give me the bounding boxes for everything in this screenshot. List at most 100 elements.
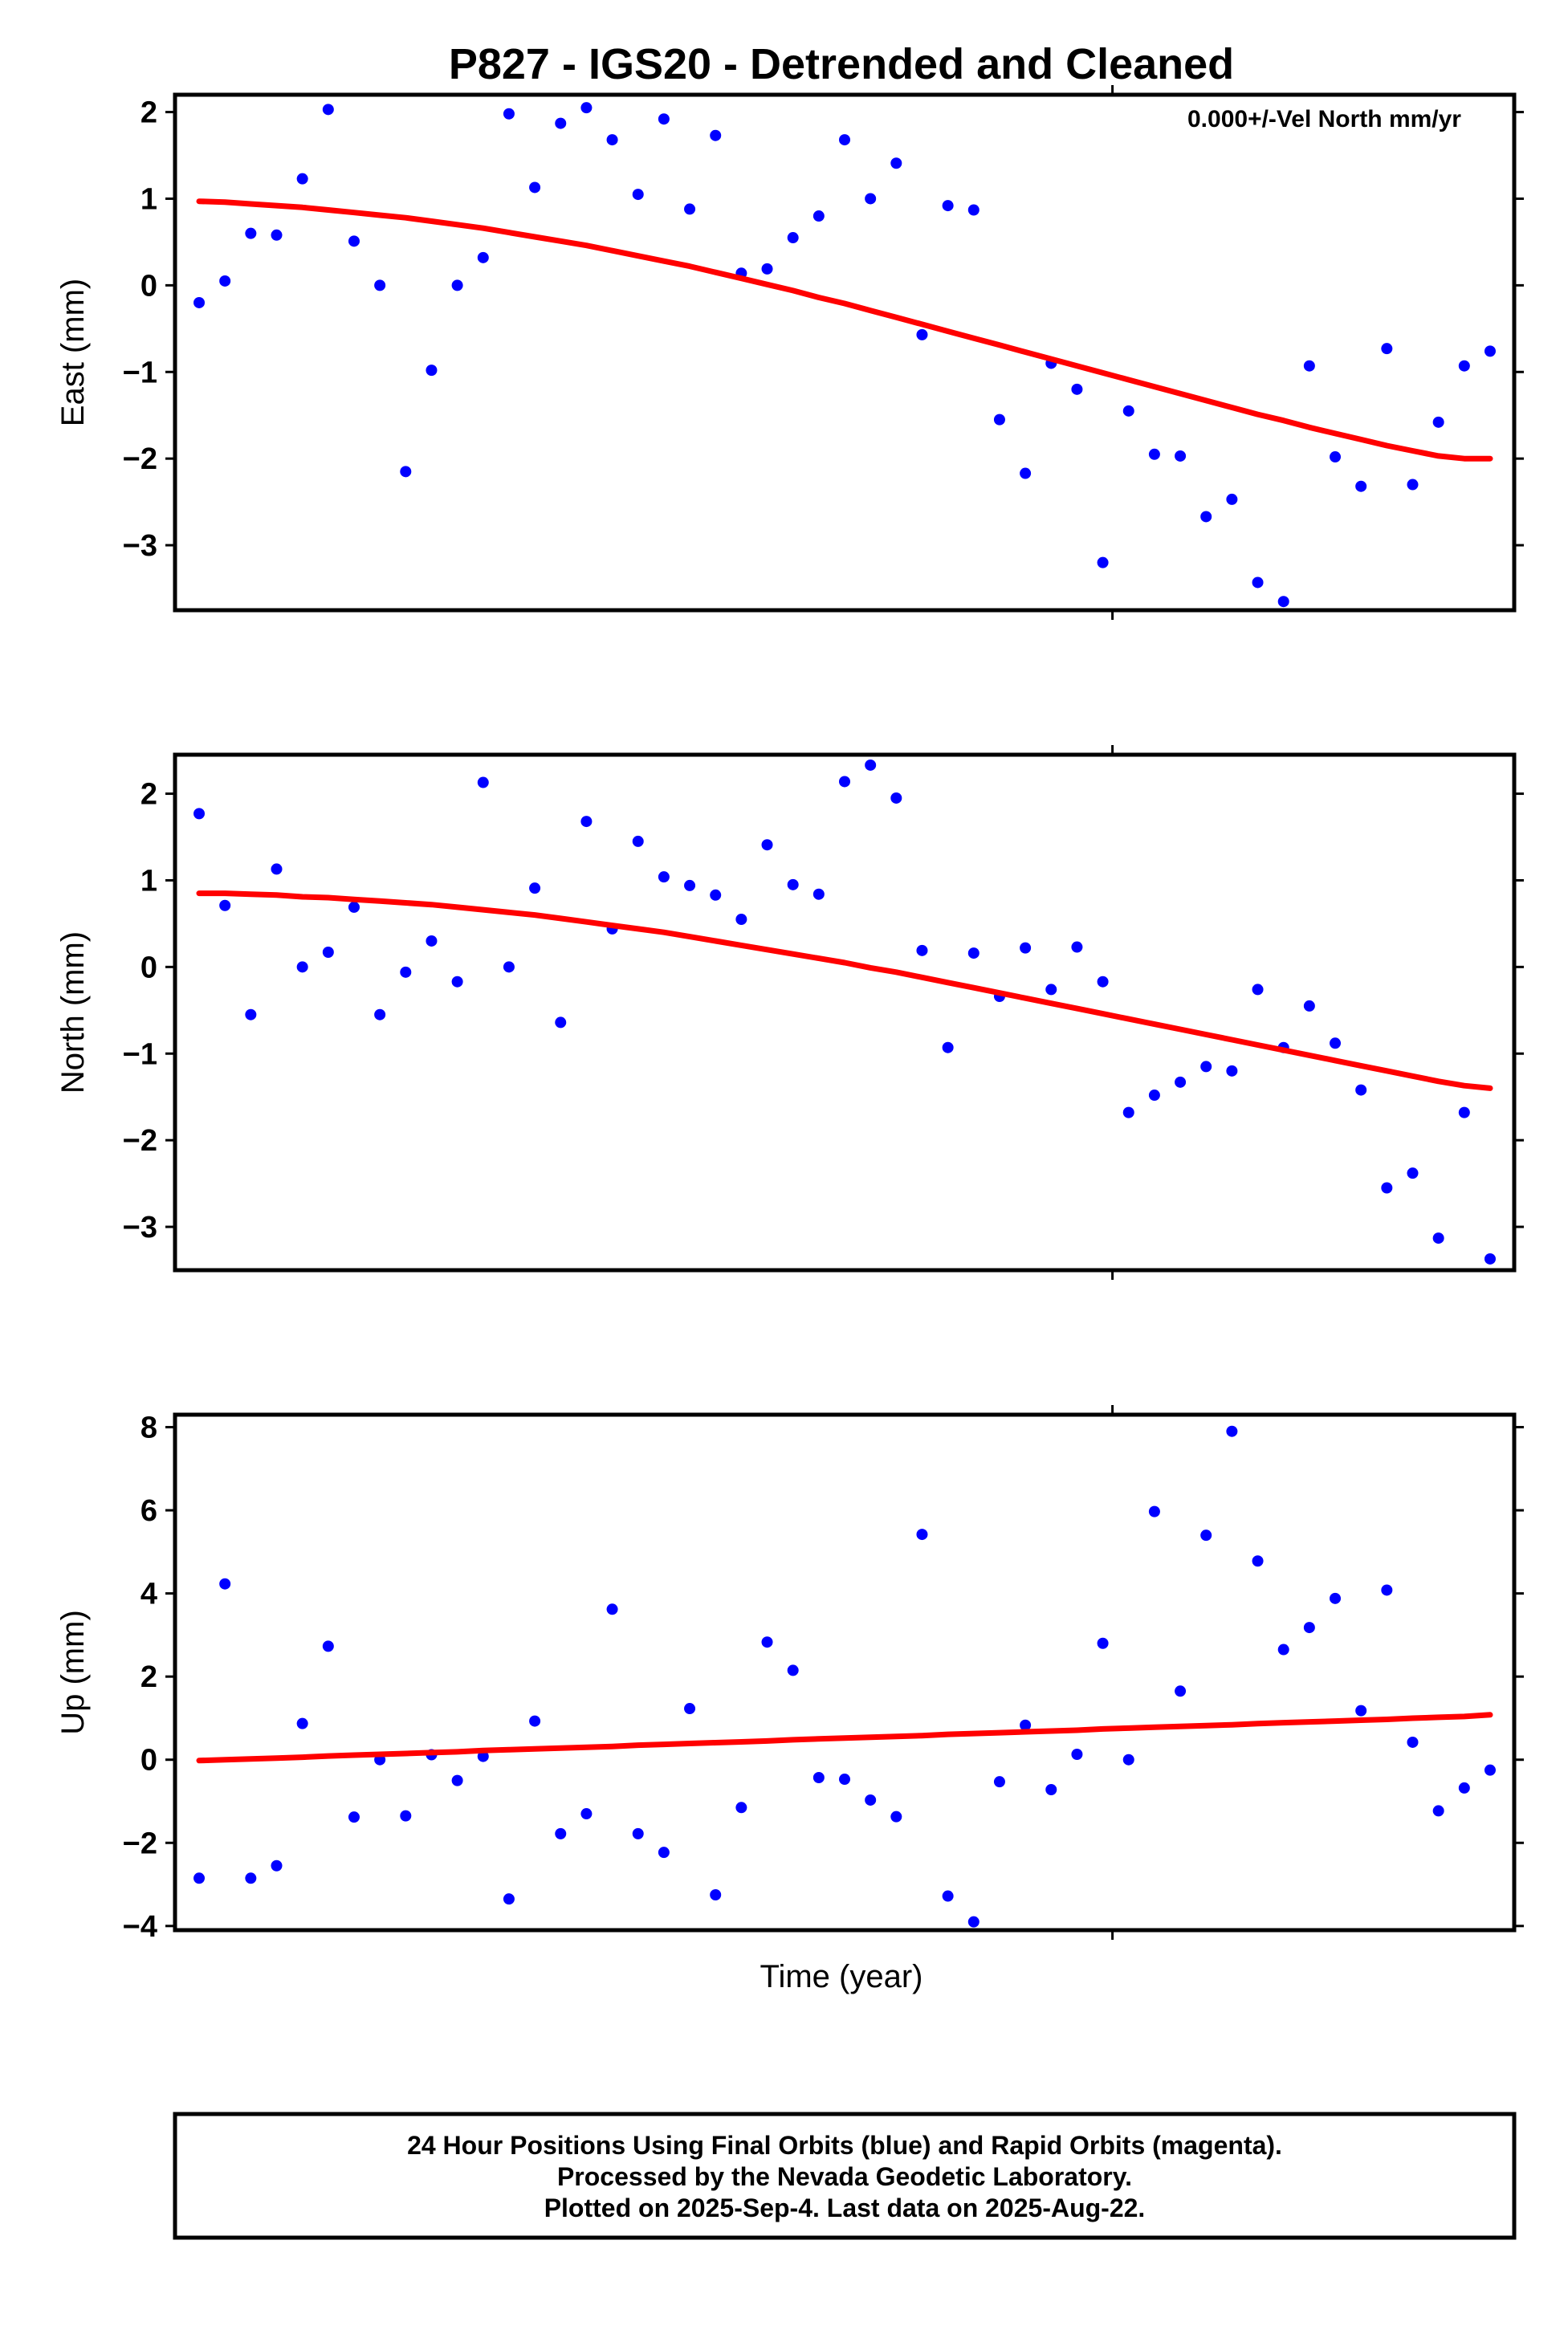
data-point [839,134,850,146]
panel-east: −3 −2 −1 0 1 2 East (mm) 0.000+/-Vel North mm/y… [55,85,1524,620]
data-point [1484,1764,1496,1776]
data-point [400,1810,412,1822]
fit-line-up [196,1712,1493,1764]
data-point [1071,383,1083,395]
data-point [658,871,670,883]
data-point [555,1827,567,1839]
y-tick-label: −2 [123,442,157,476]
data-point [967,947,979,959]
data-point [993,1776,1005,1788]
data-point [1484,1253,1496,1265]
y-axis-label-up: Up (mm) [55,1610,91,1735]
data-point [193,296,206,308]
data-point [245,227,257,239]
data-point [296,173,308,185]
data-point [193,808,206,820]
data-point [1458,1782,1470,1794]
data-point [219,275,231,287]
data-point [1020,467,1032,479]
data-point [1045,1784,1057,1796]
data-point [1148,1505,1160,1517]
data-point [348,901,360,913]
y-tick-label: −3 [123,1211,157,1244]
y-tick-label: 1 [141,182,157,216]
data-point [1148,1090,1160,1102]
data-point [710,1888,722,1900]
data-point [1381,1584,1393,1596]
data-point [271,1859,283,1872]
data-point [580,1808,593,1820]
data-point [1200,1530,1212,1542]
y-axis-label-north: North (mm) [55,931,91,1094]
data-point [1252,984,1264,996]
data-point [787,232,799,244]
y-axis-label-east: East (mm) [55,279,91,426]
data-point [1355,480,1367,492]
data-point [839,776,850,788]
data-point [477,776,489,788]
data-point [503,1893,515,1905]
data-point [1097,976,1109,988]
footer-frame [173,2112,1517,2240]
data-point [426,935,438,947]
data-point [296,1717,308,1729]
data-point [1277,1644,1289,1656]
data-point [839,1774,850,1786]
fit-line-east [196,198,1493,462]
data-point [555,117,567,129]
data-point [865,759,877,771]
data-point [1175,450,1187,462]
data-point [1071,1748,1083,1760]
data-point [1226,1425,1238,1437]
data-point [916,944,928,956]
data-point [1175,1685,1187,1697]
data-point [451,1774,463,1786]
data-point [658,113,670,125]
data-point [1381,1182,1393,1194]
footer-line-2: Processed by the Nevada Geodetic Laborat… [557,2162,1132,2191]
data-point [993,413,1005,426]
data-point [1484,345,1496,357]
y-tick-label: −1 [123,356,157,389]
data-point [529,181,541,193]
fit-line-north [196,890,1493,1091]
data-point [658,1847,670,1859]
data-point [245,1008,257,1020]
y-tick-label: −1 [123,1037,157,1071]
plot-frame-north [173,752,1517,1273]
data-point [967,1916,979,1928]
data-point [374,1008,386,1020]
y-tick-label: 0 [141,269,157,303]
data-point [1277,596,1289,608]
y-tick-label: 2 [141,96,157,130]
data-point [503,961,515,973]
data-point [219,899,231,911]
data-point [890,792,902,804]
plot-frame-east [173,92,1517,613]
data-point [1252,576,1264,589]
data-point [322,1640,334,1652]
x-axis-label: Time (year) [760,1959,923,1994]
data-point [1020,1719,1032,1731]
data-point [684,1703,696,1715]
data-point [400,966,412,978]
y-tick-label: −4 [123,1910,157,1944]
data-point [348,1811,360,1823]
y-tick-label: 4 [141,1578,157,1611]
data-point [916,1529,928,1541]
data-point [348,235,360,247]
data-point [400,466,412,478]
footer-line-1: 24 Hour Positions Using Final Orbits (bl… [407,2131,1282,2160]
data-point [1432,1805,1444,1817]
y-tick-label: 6 [141,1494,157,1528]
data-point [1432,416,1444,428]
data-point [451,976,463,988]
y-tick-label: −2 [123,1827,157,1860]
data-point [632,1827,644,1839]
panels: −3 −2 −1 0 1 2 East (mm) 0.000+/-Vel North mm/y… [55,85,1524,1944]
data-point [1122,1106,1134,1118]
data-point [477,1750,489,1762]
data-point [1303,1000,1315,1012]
data-point [503,108,515,120]
data-point [477,251,489,263]
